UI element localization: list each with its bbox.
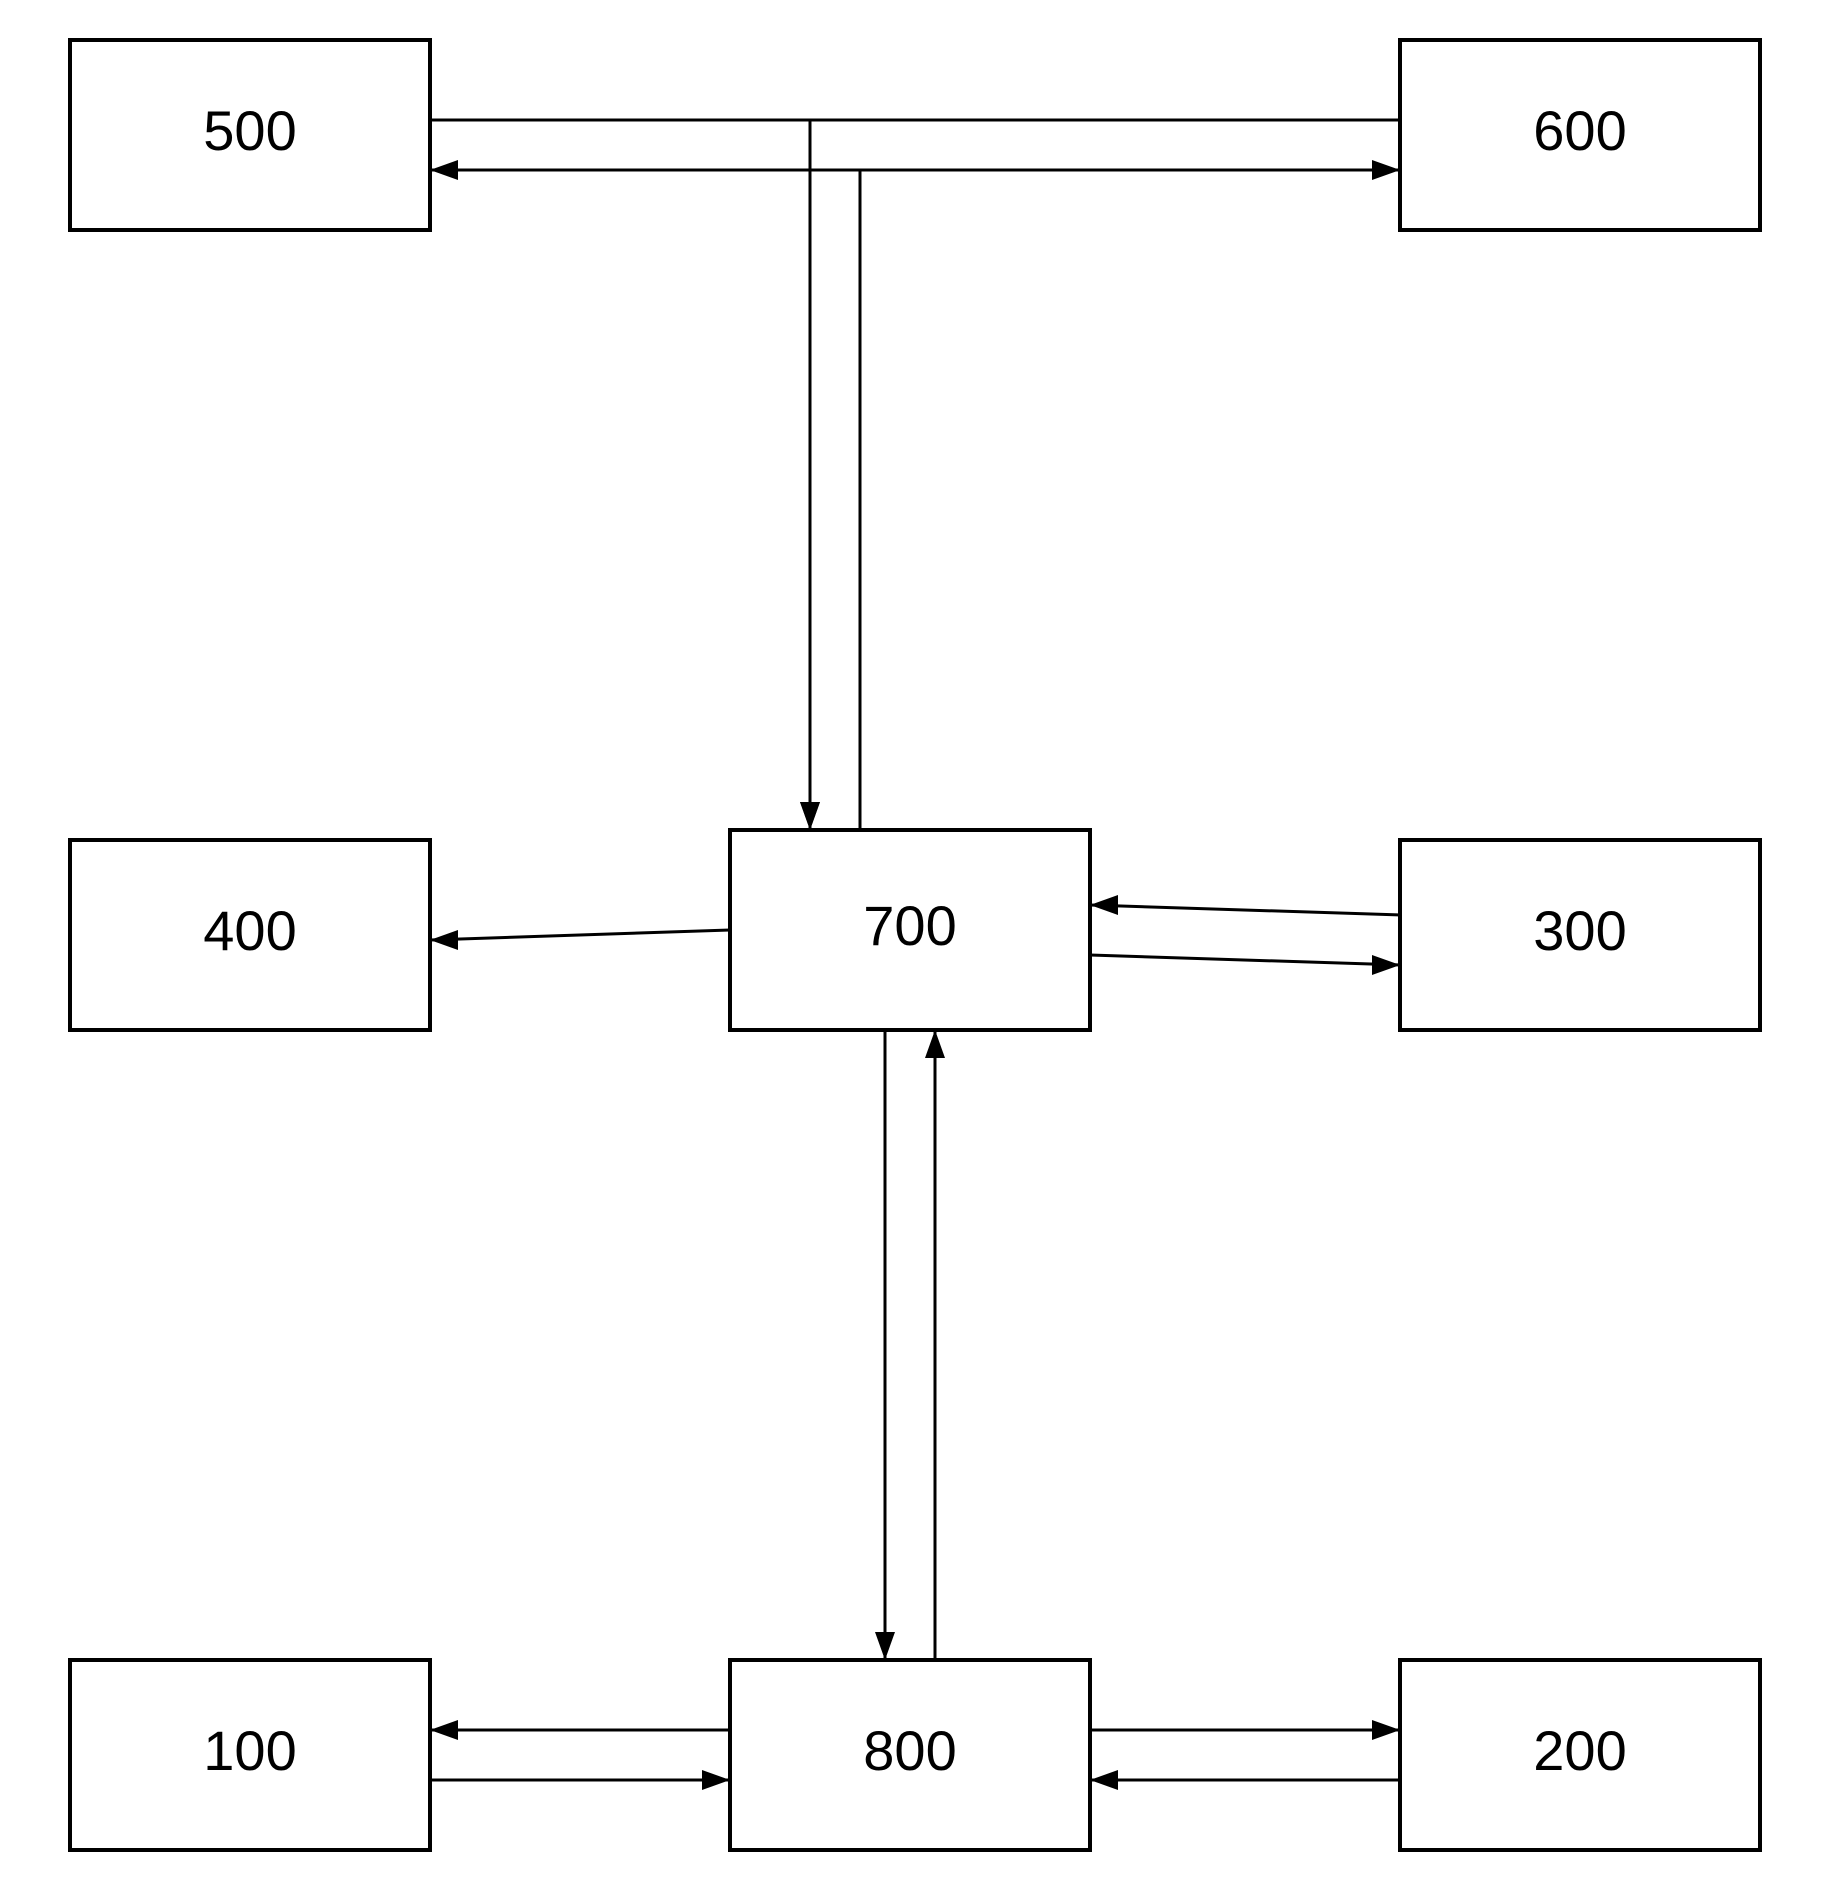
node-label-400: 400 — [203, 899, 296, 962]
arrow-head — [875, 1632, 895, 1660]
arrow-head — [800, 802, 820, 830]
edge-600-700 — [810, 120, 1400, 830]
arrow-head — [702, 1770, 730, 1790]
edge-500-700 — [430, 120, 810, 830]
arrow-head — [430, 930, 458, 950]
arrow-head — [1090, 1770, 1118, 1790]
node-label-800: 800 — [863, 1719, 956, 1782]
node-label-500: 500 — [203, 99, 296, 162]
arrow-head — [1372, 160, 1400, 180]
arrow-head — [430, 160, 458, 180]
edge-300-700 — [1090, 905, 1400, 915]
node-label-700: 700 — [863, 894, 956, 957]
edge-500-700 — [430, 170, 860, 830]
node-label-100: 100 — [203, 1719, 296, 1782]
arrow-head — [925, 1030, 945, 1058]
arrow-head — [1090, 895, 1118, 915]
node-label-200: 200 — [1533, 1719, 1626, 1782]
node-label-600: 600 — [1533, 99, 1626, 162]
edge-600-700 — [860, 170, 1400, 830]
edge-300-700 — [1090, 955, 1400, 965]
node-label-300: 300 — [1533, 899, 1626, 962]
arrow-head — [1372, 955, 1400, 975]
arrow-head — [430, 1720, 458, 1740]
arrow-head — [1372, 1720, 1400, 1740]
edge-700-400 — [430, 930, 730, 940]
